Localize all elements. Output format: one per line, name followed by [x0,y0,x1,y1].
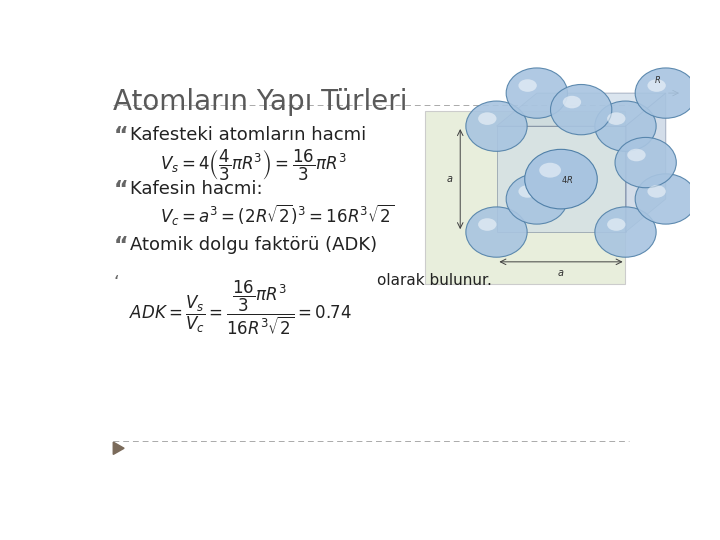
Text: $ADK = \dfrac{V_s}{V_c} = \dfrac{\dfrac{16}{3}\pi R^3}{16R^3\sqrt{2}} = 0.74$: $ADK = \dfrac{V_s}{V_c} = \dfrac{\dfrac{… [129,278,351,336]
Text: Atomik dolgu faktörü (ADK): Atomik dolgu faktörü (ADK) [130,236,377,254]
Polygon shape [497,93,666,126]
Ellipse shape [615,137,676,188]
Text: “: “ [113,236,128,256]
Ellipse shape [466,101,527,151]
Text: $V_s = 4\left(\dfrac{4}{3}\pi R^3\right) = \dfrac{16}{3}\pi R^3$: $V_s = 4\left(\dfrac{4}{3}\pi R^3\right)… [160,148,346,183]
Ellipse shape [551,84,612,135]
Ellipse shape [525,150,598,209]
Text: “: “ [113,180,128,200]
Ellipse shape [595,101,656,151]
Ellipse shape [506,68,567,118]
Text: $a$: $a$ [446,174,454,184]
Ellipse shape [647,185,666,198]
Ellipse shape [635,68,696,118]
Ellipse shape [466,207,527,257]
Ellipse shape [647,79,666,92]
Ellipse shape [478,218,497,231]
Ellipse shape [627,148,646,161]
Ellipse shape [478,112,497,125]
Text: $a$: $a$ [557,268,564,278]
Text: “: “ [113,126,128,146]
Polygon shape [626,93,666,232]
Text: Kafesin hacmi:: Kafesin hacmi: [130,180,263,198]
Ellipse shape [518,185,537,198]
FancyBboxPatch shape [425,111,625,284]
Text: $V_c = a^3 = (2R\sqrt{2})^3 = 16R^3\sqrt{2}$: $V_c = a^3 = (2R\sqrt{2})^3 = 16R^3\sqrt… [160,202,394,227]
Text: $4R$: $4R$ [562,174,574,185]
Text: ‘: ‘ [113,274,119,292]
Ellipse shape [607,218,626,231]
Polygon shape [113,442,124,455]
Ellipse shape [506,174,567,224]
Ellipse shape [607,112,626,125]
Ellipse shape [518,79,537,92]
Text: $R$: $R$ [654,74,661,85]
Ellipse shape [563,96,581,109]
Text: Kafesteki atomların hacmi: Kafesteki atomların hacmi [130,126,366,144]
Text: olarak bulunur.: olarak bulunur. [377,273,492,288]
Ellipse shape [595,207,656,257]
Text: Atomların Yapı Türleri: Atomların Yapı Türleri [113,88,408,116]
Polygon shape [497,126,626,232]
Ellipse shape [539,163,561,178]
Ellipse shape [635,174,696,224]
